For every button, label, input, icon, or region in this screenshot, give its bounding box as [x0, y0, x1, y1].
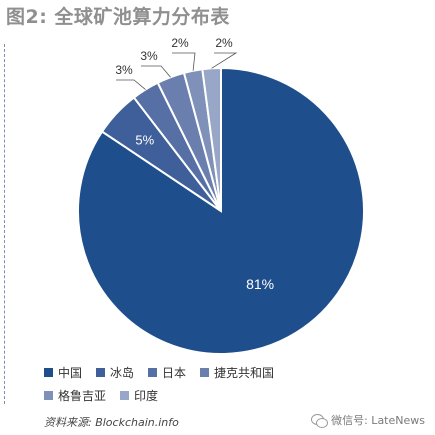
data-label-2: 3%: [115, 63, 133, 77]
data-label-3: 3%: [140, 49, 158, 63]
wechat-icon: [311, 413, 329, 428]
legend-item-0: 中国: [44, 364, 82, 381]
source-note: 资料来源: Blockchain.info: [44, 416, 179, 429]
legend-swatch-1: [96, 368, 106, 377]
data-label-0: 81%: [246, 276, 274, 292]
legend-item-5: 印度: [120, 387, 158, 404]
legend-label-3: 捷克共和国: [214, 366, 275, 380]
legend-item-4: 格鲁吉亚: [44, 387, 106, 404]
left-dashed-rule: [4, 44, 5, 404]
data-label-5: 2%: [215, 36, 233, 50]
legend-label-1: 冰岛: [110, 366, 135, 380]
legend-label-2: 日本: [162, 366, 187, 380]
legend-swatch-2: [148, 368, 158, 377]
watermark: 微信号: LateNews: [311, 412, 425, 428]
leader-line-4: [172, 52, 196, 71]
leader-line-5: [211, 52, 238, 69]
watermark-text: 微信号: LateNews: [331, 414, 425, 427]
legend-label-0: 中国: [58, 366, 83, 380]
legend-label-5: 印度: [134, 389, 159, 403]
legend-swatch-3: [200, 368, 210, 377]
page-title: 图2: 全球矿池算力分布表: [6, 6, 230, 28]
data-label-4: 2%: [171, 36, 189, 50]
chart-legend: 中国 冰岛 日本 捷克共和国格鲁吉亚 印度: [44, 364, 314, 404]
legend-swatch-4: [44, 391, 53, 400]
leader-line-3: [141, 65, 171, 78]
legend-swatch-5: [120, 391, 130, 400]
legend-swatch-0: [44, 368, 53, 377]
leader-line-2: [116, 79, 146, 90]
legend-item-1: 冰岛: [96, 364, 134, 381]
legend-label-4: 格鲁吉亚: [58, 389, 107, 403]
legend-item-2: 日本: [148, 364, 186, 381]
data-label-1: 5%: [135, 133, 154, 148]
legend-item-3: 捷克共和国: [200, 364, 274, 381]
